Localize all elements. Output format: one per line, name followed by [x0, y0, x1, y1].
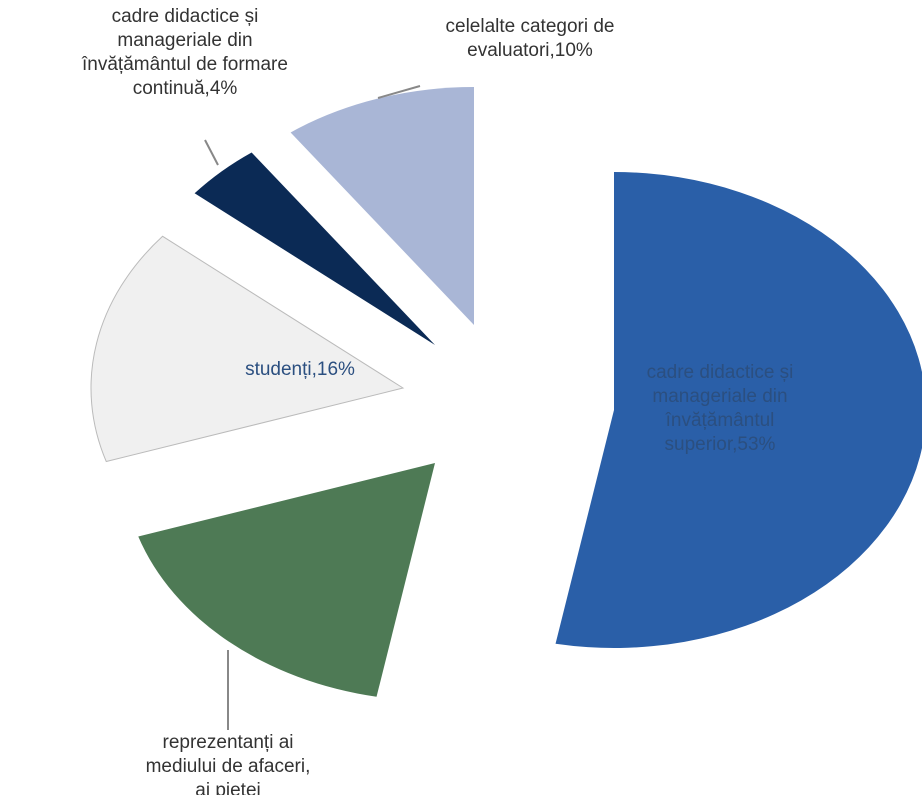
label-line: învățământul [665, 410, 775, 431]
label-line: celelalte categori de [446, 16, 615, 37]
label-line: studenți,16% [245, 359, 355, 380]
label-line: manageriale din [117, 30, 252, 51]
pie-slice [290, 87, 474, 325]
pie-slice [555, 172, 922, 648]
pie-slice [194, 152, 435, 345]
label-line: mediului de afaceri, [146, 756, 311, 777]
data-label: cadre didactice și manageriale din învățăm… [647, 362, 794, 455]
label-line: evaluatori,10% [467, 40, 593, 61]
data-label: celelalte categori de evaluatori,10% [446, 16, 615, 61]
label-line: manageriale din [652, 386, 787, 407]
label-line: ai pieței [195, 780, 261, 795]
pie-slice [90, 235, 405, 463]
label-line: cadre didactice și [112, 6, 259, 27]
label-line: reprezentanți ai [163, 732, 294, 753]
data-label: cadre didactice și manageriale din învățăm… [81, 6, 288, 99]
label-line: continuă,4% [133, 78, 238, 99]
data-label: studenți,16% [245, 359, 355, 380]
pie-slice [138, 463, 435, 697]
label-line: cadre didactice și [647, 362, 794, 383]
label-line: învățământul de formare [81, 54, 288, 75]
leader-line [204, 139, 219, 166]
label-line: superior,53% [665, 434, 776, 455]
data-label: reprezentanți ai mediului de afaceri, ai p… [146, 732, 311, 795]
leader-line [377, 85, 421, 99]
